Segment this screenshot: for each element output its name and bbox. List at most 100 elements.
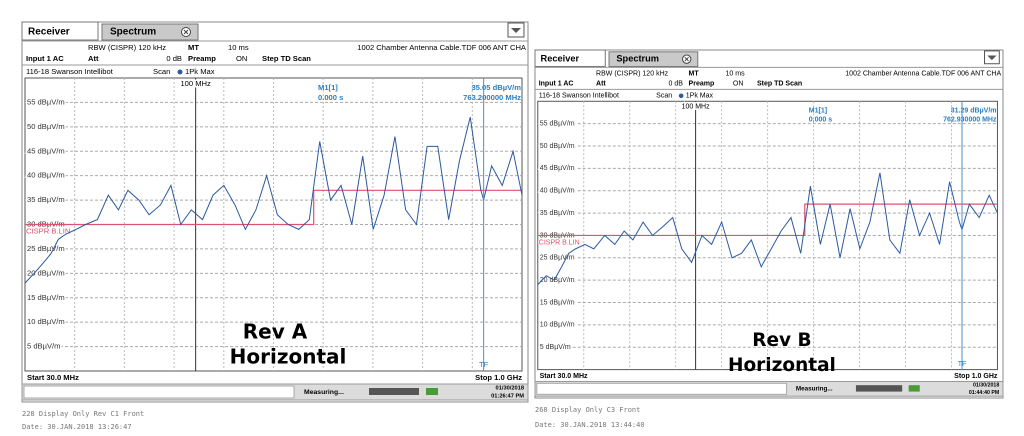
- y-tick-label: 45 dBµV/m: [540, 165, 575, 172]
- x-stop-label: Stop 1.0 GHz: [954, 373, 998, 380]
- label: 01:44:40 PM: [969, 390, 1000, 396]
- label: RBW (CISPR) 120 kHz: [88, 43, 166, 52]
- label: Step TD Scan: [757, 81, 802, 88]
- status-field: [536, 382, 788, 395]
- label: 100 MHz: [682, 104, 711, 111]
- tab: [608, 51, 699, 67]
- tf-label: TF: [958, 361, 967, 368]
- label: 35.05 dBµV/m: [471, 83, 521, 92]
- trace: [537, 172, 998, 285]
- label: 100 MHz: [180, 79, 211, 88]
- label: 116-18 Swanson Intellibot: [539, 93, 619, 100]
- file-name: 1002 Chamber Antenna Cable.TDF 006 ANT C…: [357, 43, 527, 52]
- trace: [24, 116, 523, 284]
- label: CISPR B.LIN: [26, 227, 70, 236]
- label: CISPR B.LIN: [539, 239, 580, 246]
- x-start-label: Start 30.0 MHz: [540, 373, 588, 380]
- y-tick-label: 45 dBµV/m: [27, 146, 65, 155]
- tab-label: Receiver: [28, 27, 70, 38]
- label: Scan: [153, 67, 170, 76]
- limit-line: [537, 203, 998, 237]
- label: Input 1 AC: [539, 81, 574, 88]
- lxi-icon: [908, 385, 920, 392]
- progress-bar: [369, 388, 419, 395]
- file-clip: 1002 Chamber Antenna Cable.TDF 006 ANT C…: [357, 43, 527, 52]
- menu-icon: [511, 28, 521, 33]
- overlay-text: Horizontal: [728, 355, 836, 376]
- label: Measuring...: [304, 389, 344, 396]
- label: ON: [236, 54, 247, 63]
- label: 762.930000 MHz: [943, 116, 997, 123]
- trace-dot: [177, 69, 183, 75]
- tf-label: TF: [479, 360, 489, 369]
- label: 31.29 dBµV/m: [951, 107, 997, 114]
- label: 116-18 Swanson Intellibot: [26, 67, 114, 76]
- label: 0 dB: [669, 81, 684, 88]
- label: Input 1 AC: [26, 54, 64, 63]
- label: M1[1]: [809, 107, 827, 114]
- label: Preamp: [188, 54, 216, 63]
- y-tick-label: 40 dBµV/m: [540, 188, 575, 195]
- file-name: 1002 Chamber Antenna Cable.TDF 006 ANT C…: [845, 71, 1001, 78]
- label: 10 ms: [228, 43, 249, 52]
- overlay-text: Horizontal: [230, 345, 347, 369]
- label: 0.000 s: [809, 116, 833, 123]
- footer-text: Date: 30.JAN.2018 13:44:40: [535, 421, 645, 429]
- footer-text: Date: 30.JAN.2018 13:26:47: [22, 423, 132, 431]
- y-tick-label: 20 dBµV/m: [540, 277, 575, 284]
- label: ON: [733, 81, 744, 88]
- y-tick-label: 40 dBµV/m: [27, 171, 65, 180]
- y-tick-label: 25 dBµV/m: [540, 255, 575, 262]
- label: Att: [596, 81, 606, 88]
- progress-bar: [855, 385, 903, 392]
- status-field: [23, 385, 295, 399]
- label: 01/30/2018: [496, 386, 524, 392]
- label: 01:26:47 PM: [491, 394, 524, 400]
- label: Measuring...: [796, 386, 833, 393]
- y-tick-label: 5 dBµV/m: [27, 342, 61, 351]
- label: Scan: [656, 93, 672, 100]
- y-tick-label: 15 dBµV/m: [540, 299, 575, 306]
- y-tick-label: 50 dBµV/m: [540, 143, 575, 150]
- y-tick-label: 15 dBµV/m: [27, 293, 65, 302]
- label: MT: [689, 71, 700, 78]
- x-start-label: Start 30.0 MHz: [27, 373, 79, 382]
- file-clip: 1002 Chamber Antenna Cable.TDF 006 ANT C…: [845, 71, 1001, 78]
- footer-text: 268 Display Only C3 Front: [535, 406, 640, 414]
- y-tick-label: 35 dBµV/m: [540, 210, 575, 217]
- lxi-icon: [426, 388, 438, 395]
- label: 0 dB: [166, 54, 182, 63]
- label: Att: [88, 54, 99, 63]
- y-tick-label: 10 dBµV/m: [27, 317, 65, 326]
- label: 1Pk Max: [686, 93, 714, 100]
- y-tick-label: 55 dBµV/m: [540, 121, 575, 128]
- trace-dot: [678, 93, 684, 99]
- x-stop-label: Stop 1.0 GHz: [475, 373, 522, 382]
- label: Preamp: [689, 81, 715, 88]
- label: Step TD Scan: [262, 54, 311, 63]
- tab: [21, 21, 99, 41]
- overlay-text: Rev B: [752, 330, 811, 351]
- close-icon: [183, 29, 189, 35]
- y-tick-label: 20 dBµV/m: [27, 268, 65, 277]
- overlay-text: Rev A: [243, 320, 308, 344]
- label: 10 ms: [726, 71, 746, 78]
- label: 0.000 s: [318, 93, 343, 102]
- close-icon: [684, 56, 689, 62]
- y-tick-label: 50 dBµV/m: [27, 122, 65, 131]
- label: RBW (CISPR) 120 kHz: [596, 71, 669, 78]
- y-tick-label: 55 dBµV/m: [27, 97, 65, 106]
- label: 01/30/2018: [973, 383, 999, 389]
- tab-label: Spectrum: [110, 27, 156, 38]
- tab-label: Receiver: [541, 54, 580, 64]
- label: M1[1]: [318, 83, 338, 92]
- y-tick-label: 10 dBµV/m: [540, 322, 575, 329]
- tab: [101, 23, 199, 41]
- label: 1Pk Max: [185, 67, 215, 76]
- label: MT: [188, 43, 199, 52]
- y-tick-label: 35 dBµV/m: [27, 195, 65, 204]
- label: 763.200000 MHz: [463, 93, 521, 102]
- y-tick-label: 25 dBµV/m: [27, 244, 65, 253]
- limit-line: [25, 189, 522, 226]
